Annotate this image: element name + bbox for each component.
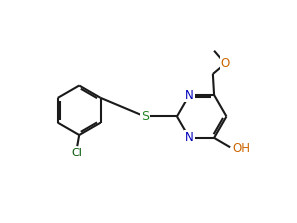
Text: OH: OH: [232, 142, 250, 155]
Text: N: N: [185, 131, 194, 144]
Text: O: O: [221, 57, 230, 70]
Text: S: S: [141, 110, 149, 123]
Text: Cl: Cl: [72, 148, 83, 158]
Text: N: N: [185, 89, 194, 101]
